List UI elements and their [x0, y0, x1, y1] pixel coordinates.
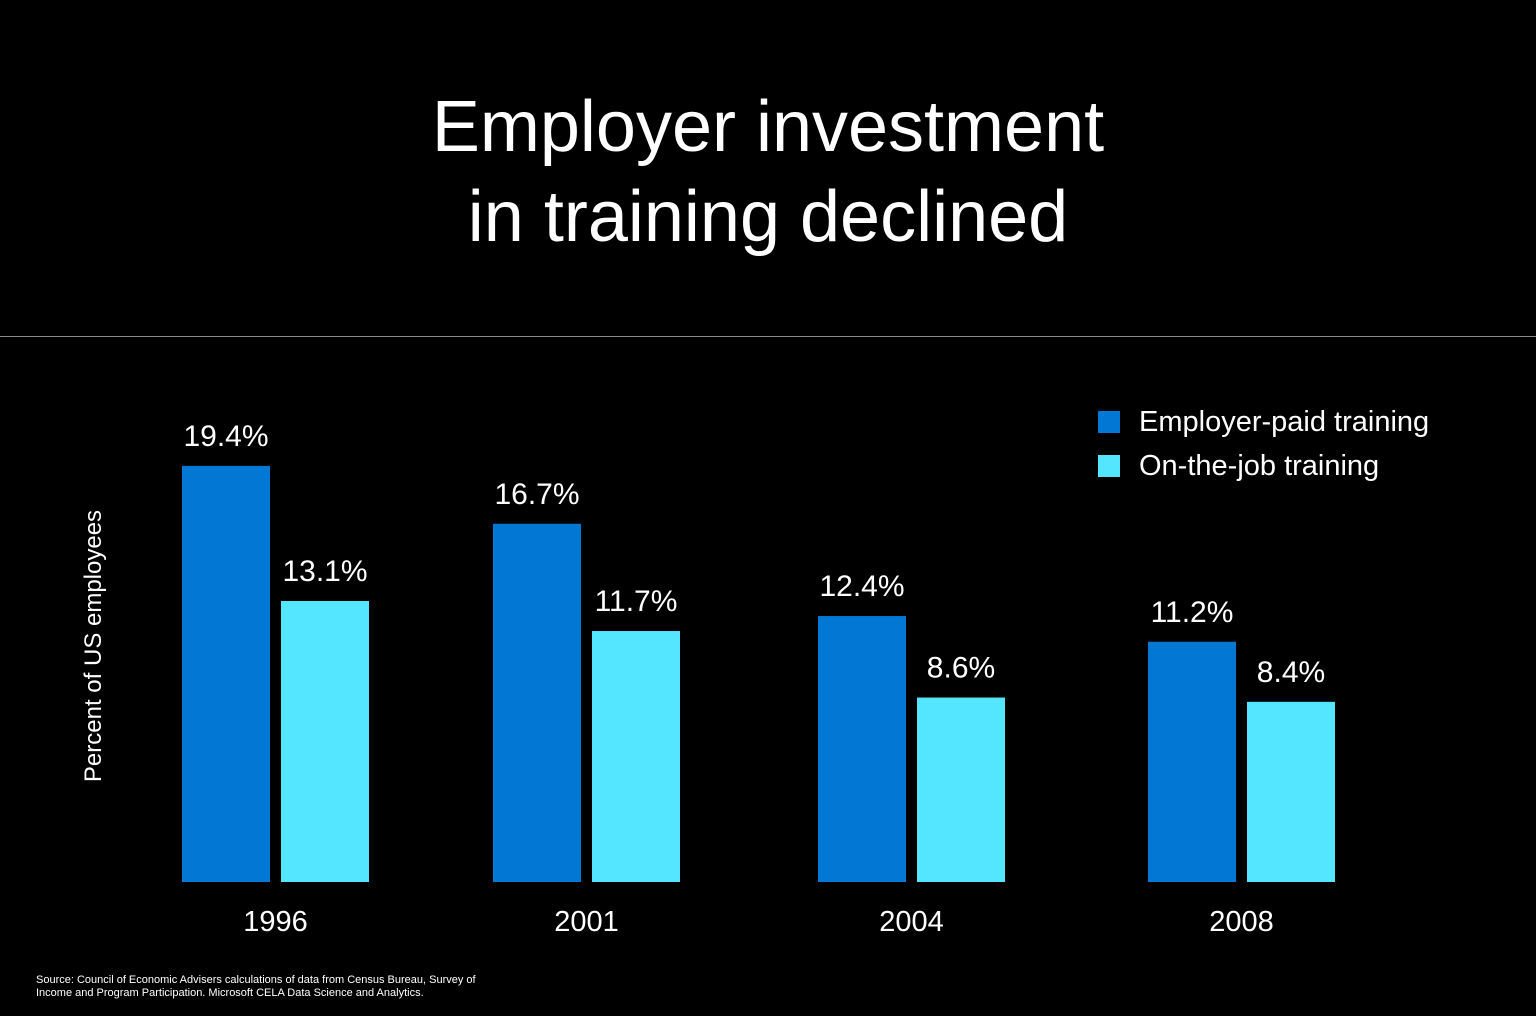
chart-title: Employer investment in training declined	[0, 82, 1536, 262]
bar-on-the-job-2004	[917, 697, 1005, 882]
data-label-employer-paid-2001: 16.7%	[494, 478, 579, 511]
data-label-on-the-job-2004: 8.6%	[927, 652, 995, 685]
x-tick-label-2008: 2008	[1209, 906, 1274, 938]
data-label-on-the-job-1996: 13.1%	[282, 555, 367, 588]
chart-legend: Employer-paid training On-the-job traini…	[1098, 400, 1429, 488]
x-tick-label-2004: 2004	[879, 906, 944, 938]
legend-item-employer-paid: Employer-paid training	[1098, 400, 1429, 444]
bar-on-the-job-2008	[1247, 701, 1335, 882]
legend-item-on-the-job: On-the-job training	[1098, 444, 1429, 488]
legend-swatch-employer-paid	[1098, 411, 1120, 433]
data-label-employer-paid-2008: 11.2%	[1151, 596, 1234, 629]
chart-title-line-1: Employer investment	[431, 87, 1105, 167]
chart-title-line-2: in training declined	[467, 177, 1069, 257]
data-label-on-the-job-2001: 11.7%	[595, 585, 678, 618]
title-divider	[0, 336, 1536, 337]
bar-employer-paid-2004	[818, 616, 906, 882]
source-note: Source: Council of Economic Advisers cal…	[36, 974, 476, 999]
data-label-on-the-job-2008: 8.4%	[1257, 656, 1325, 689]
bar-employer-paid-2008	[1148, 641, 1236, 882]
x-tick-label-1996: 1996	[243, 906, 308, 938]
bar-on-the-job-1996	[281, 601, 369, 882]
data-label-employer-paid-2004: 12.4%	[819, 570, 904, 603]
legend-label-employer-paid: Employer-paid training	[1139, 405, 1430, 438]
data-label-employer-paid-1996: 19.4%	[183, 420, 268, 453]
bar-on-the-job-2001	[592, 631, 680, 882]
bar-employer-paid-1996	[182, 465, 270, 882]
legend-label-on-the-job: On-the-job training	[1139, 449, 1380, 482]
x-tick-label-2001: 2001	[554, 906, 619, 938]
legend-swatch-on-the-job	[1098, 455, 1120, 477]
bar-employer-paid-2001	[493, 523, 581, 882]
